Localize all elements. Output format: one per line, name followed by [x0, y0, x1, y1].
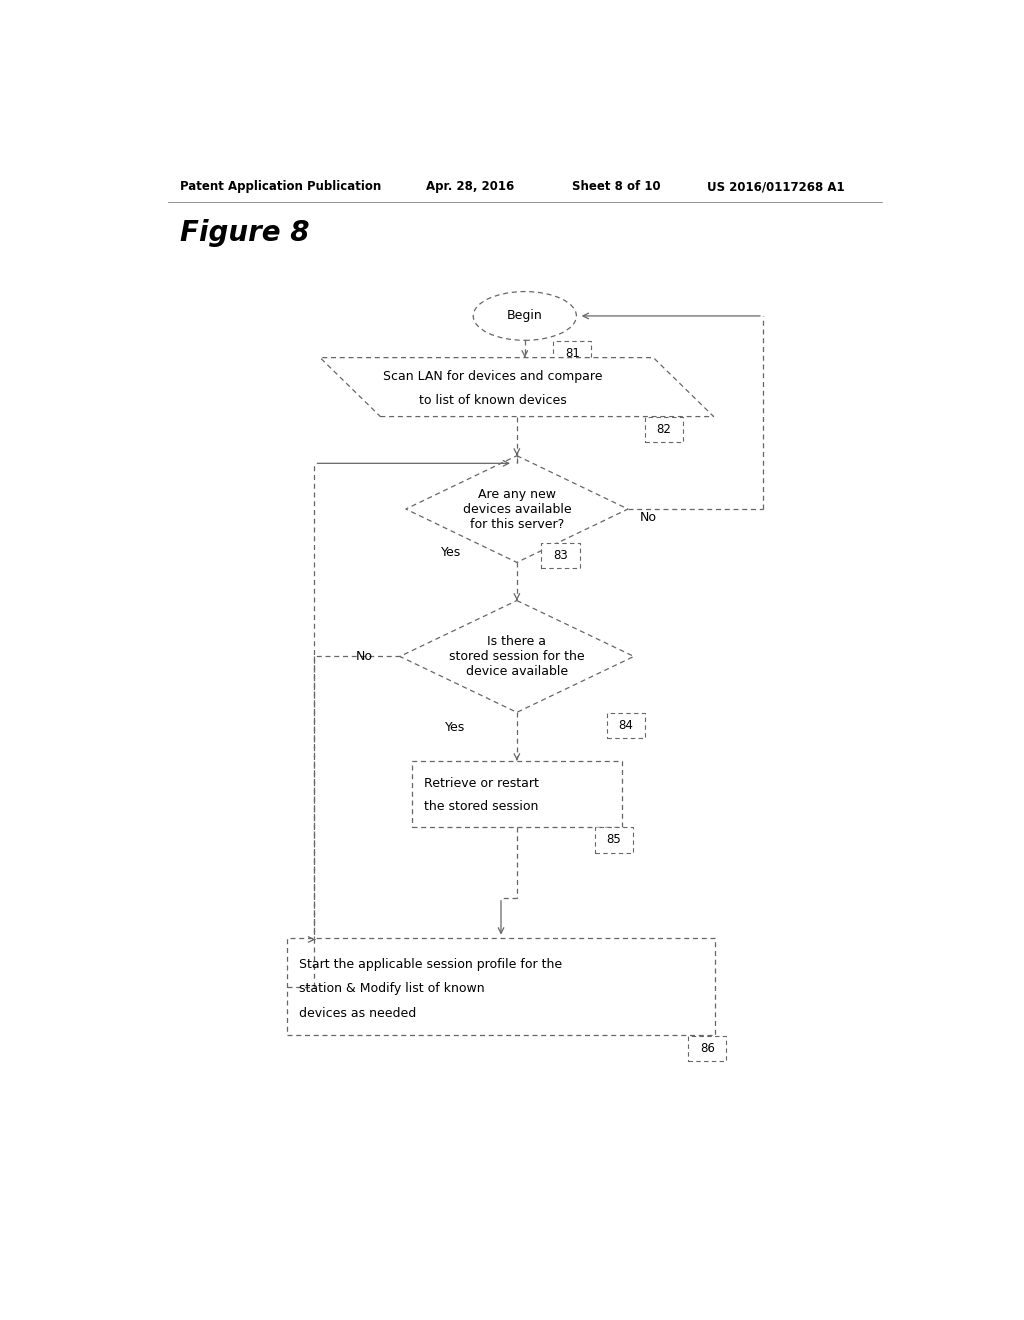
Text: Retrieve or restart: Retrieve or restart: [424, 777, 539, 789]
Polygon shape: [321, 358, 714, 417]
Text: Start the applicable session profile for the: Start the applicable session profile for…: [299, 958, 562, 972]
Text: 83: 83: [553, 549, 568, 562]
Text: No: No: [356, 649, 373, 663]
Polygon shape: [399, 601, 634, 713]
Bar: [607, 713, 645, 738]
Bar: [287, 939, 715, 1035]
Bar: [412, 760, 622, 826]
Text: station & Modify list of known: station & Modify list of known: [299, 982, 484, 995]
Text: US 2016/0117268 A1: US 2016/0117268 A1: [708, 181, 845, 193]
Text: 82: 82: [656, 424, 671, 437]
Text: Scan LAN for devices and compare: Scan LAN for devices and compare: [383, 371, 603, 383]
Text: 84: 84: [618, 719, 634, 733]
Text: Is there a
stored session for the
device available: Is there a stored session for the device…: [450, 635, 585, 678]
Text: 85: 85: [606, 833, 622, 846]
Text: Sheet 8 of 10: Sheet 8 of 10: [572, 181, 662, 193]
Bar: [553, 341, 592, 366]
Text: No: No: [640, 511, 656, 524]
Text: 86: 86: [699, 1041, 715, 1055]
Polygon shape: [406, 455, 628, 562]
Bar: [542, 543, 580, 568]
Ellipse shape: [473, 292, 577, 341]
Bar: [688, 1036, 726, 1061]
Text: Begin: Begin: [507, 309, 543, 322]
Text: the stored session: the stored session: [424, 800, 538, 813]
Bar: [645, 417, 683, 442]
Text: Yes: Yes: [445, 721, 465, 734]
Text: 81: 81: [565, 347, 580, 360]
Text: Yes: Yes: [441, 545, 461, 558]
Text: Figure 8: Figure 8: [179, 219, 309, 247]
Bar: [595, 828, 633, 853]
Text: to list of known devices: to list of known devices: [419, 393, 567, 407]
Text: Are any new
devices available
for this server?: Are any new devices available for this s…: [463, 487, 571, 531]
Text: Apr. 28, 2016: Apr. 28, 2016: [426, 181, 514, 193]
Text: Patent Application Publication: Patent Application Publication: [179, 181, 381, 193]
Text: devices as needed: devices as needed: [299, 1007, 416, 1019]
